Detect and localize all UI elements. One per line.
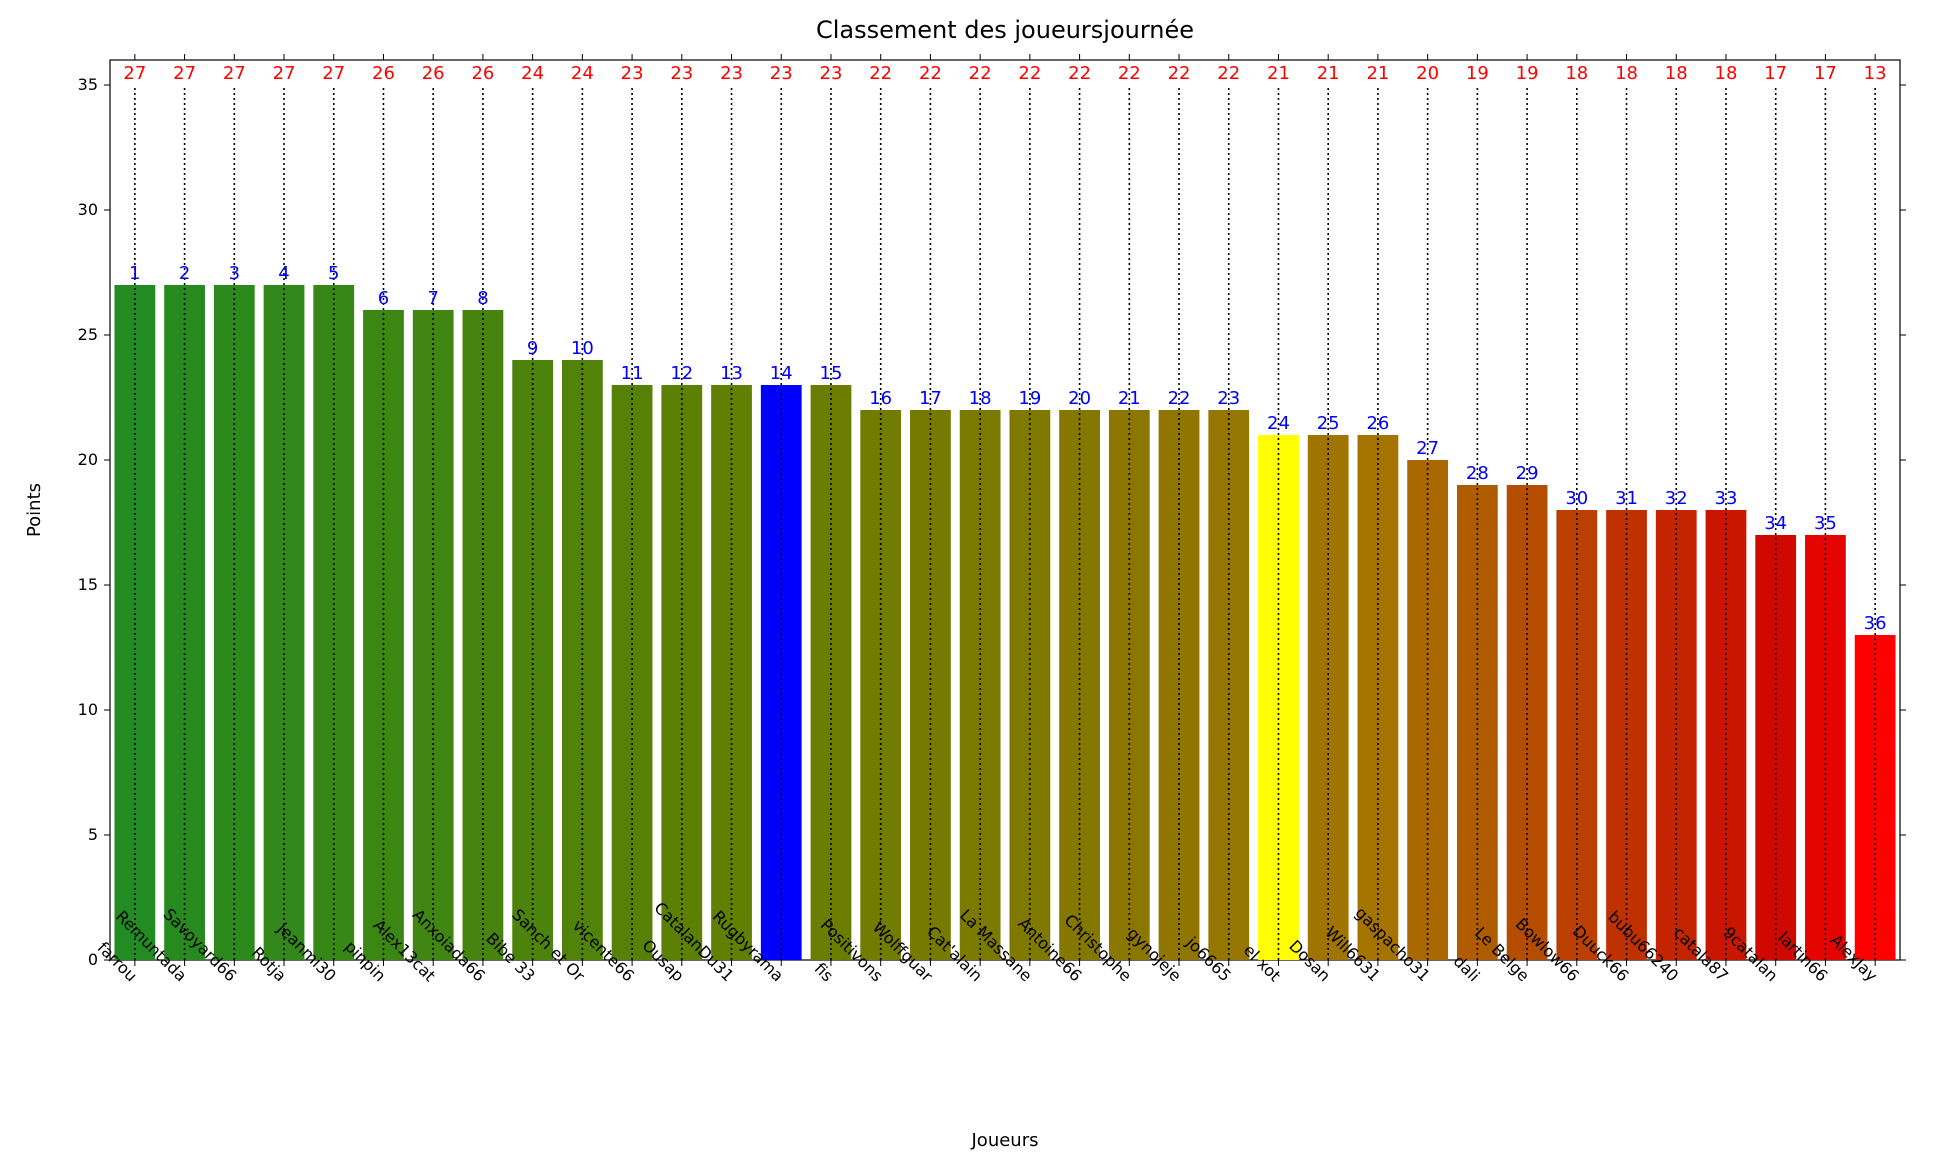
rank-label: 9 [527,338,538,359]
rank-label: 1 [129,263,140,284]
rank-label: 32 [1665,488,1688,509]
chart-container: Classement des joueursjournée05101520253… [0,0,1956,1164]
value-label: 26 [422,63,445,84]
value-label: 23 [720,63,743,84]
y-tick-label: 35 [78,75,98,94]
rank-label: 25 [1317,413,1340,434]
rank-label: 8 [477,288,488,309]
rank-label: 33 [1715,488,1738,509]
rank-label: 11 [621,363,644,384]
value-label: 19 [1466,63,1489,84]
y-tick-label: 5 [88,825,98,844]
chart-title: Classement des joueursjournée [816,16,1194,44]
rank-label: 28 [1466,463,1489,484]
value-label: 27 [223,63,246,84]
value-label: 24 [571,63,594,84]
value-label: 17 [1814,63,1837,84]
value-label: 22 [869,63,892,84]
value-label: 21 [1317,63,1340,84]
y-tick-label: 20 [78,450,98,469]
value-label: 19 [1516,63,1539,84]
rank-label: 16 [869,388,892,409]
y-tick-label: 15 [78,575,98,594]
rank-label: 20 [1068,388,1091,409]
rank-label: 34 [1764,513,1787,534]
value-label: 26 [372,63,395,84]
rank-label: 13 [720,363,743,384]
value-label: 27 [173,63,196,84]
value-label: 22 [1118,63,1141,84]
y-tick-label: 10 [78,700,98,719]
rank-label: 36 [1864,613,1887,634]
rank-label: 15 [820,363,843,384]
value-label: 22 [969,63,992,84]
value-label: 22 [1217,63,1240,84]
value-label: 23 [621,63,644,84]
rank-label: 30 [1565,488,1588,509]
rank-label: 29 [1516,463,1539,484]
rank-label: 3 [229,263,240,284]
rank-label: 14 [770,363,793,384]
value-label: 18 [1665,63,1688,84]
value-label: 22 [1018,63,1041,84]
value-label: 17 [1764,63,1787,84]
value-label: 21 [1267,63,1290,84]
rank-label: 17 [919,388,942,409]
rank-label: 24 [1267,413,1290,434]
rank-label: 10 [571,338,594,359]
rank-label: 27 [1416,438,1439,459]
value-label: 18 [1715,63,1738,84]
value-label: 21 [1366,63,1389,84]
rank-label: 31 [1615,488,1638,509]
rank-label: 19 [1018,388,1041,409]
rank-label: 22 [1168,388,1191,409]
value-label: 18 [1565,63,1588,84]
rank-label: 23 [1217,388,1240,409]
rank-label: 6 [378,288,389,309]
value-label: 27 [322,63,345,84]
value-label: 18 [1615,63,1638,84]
value-label: 22 [1168,63,1191,84]
rank-label: 21 [1118,388,1141,409]
value-label: 23 [770,63,793,84]
value-label: 22 [1068,63,1091,84]
ranking-bar-chart: Classement des joueursjournée05101520253… [0,0,1956,1164]
x-axis-label: Joueurs [971,1130,1039,1151]
y-tick-label: 25 [78,325,98,344]
value-label: 27 [273,63,296,84]
value-label: 24 [521,63,544,84]
value-label: 27 [123,63,146,84]
value-label: 22 [919,63,942,84]
value-label: 23 [820,63,843,84]
value-label: 13 [1864,63,1887,84]
rank-label: 12 [670,363,693,384]
rank-label: 2 [179,263,190,284]
rank-label: 35 [1814,513,1837,534]
rank-label: 4 [278,263,289,284]
rank-label: 5 [328,263,339,284]
rank-label: 26 [1366,413,1389,434]
value-label: 23 [670,63,693,84]
y-tick-label: 30 [78,200,98,219]
value-label: 20 [1416,63,1439,84]
rank-label: 7 [427,288,438,309]
rank-label: 18 [969,388,992,409]
y-axis-label: Points [24,483,45,537]
value-label: 26 [471,63,494,84]
